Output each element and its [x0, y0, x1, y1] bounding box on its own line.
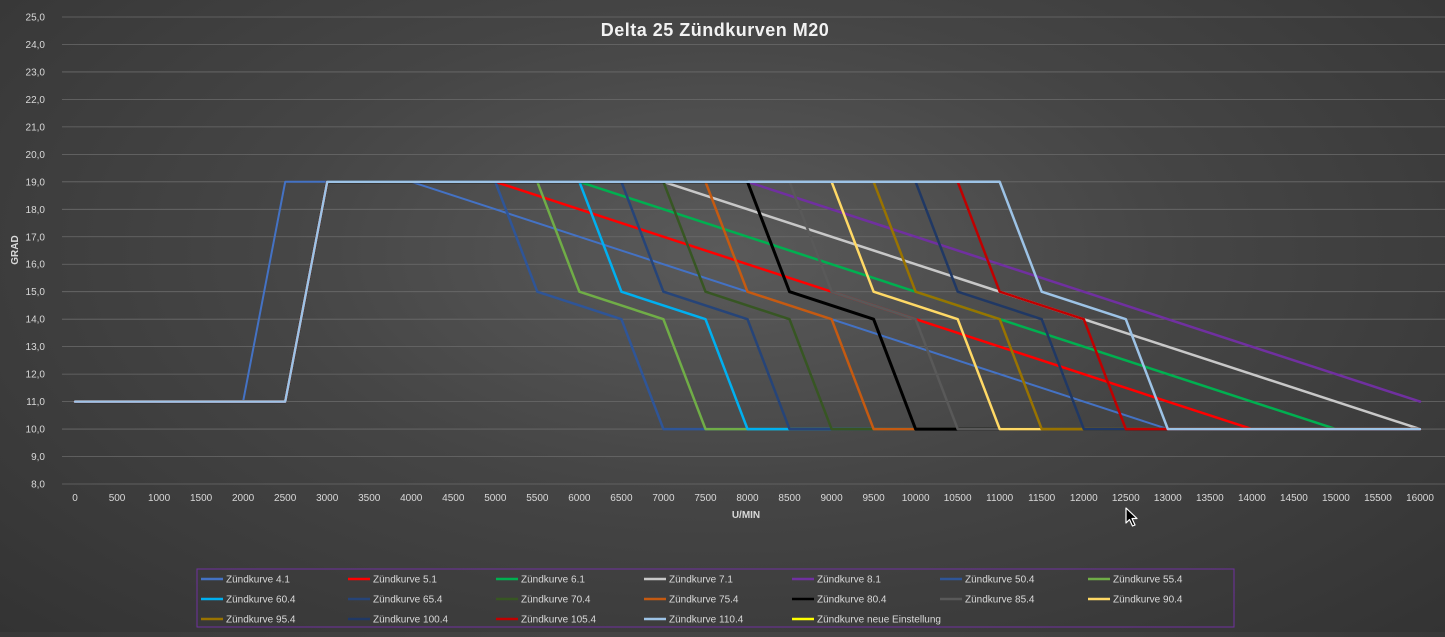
x-tick-label: 5000 — [484, 493, 507, 504]
legend-label: Zündkurve 65.4 — [373, 595, 443, 606]
y-tick-label: 22,0 — [26, 95, 46, 106]
legend-label: Zündkurve 80.4 — [817, 595, 887, 606]
x-tick-label: 10500 — [944, 493, 972, 504]
x-tick-label: 15000 — [1322, 493, 1350, 504]
gridlines — [62, 16, 1445, 485]
x-tick-label: 14500 — [1280, 493, 1308, 504]
x-tick-label: 9500 — [862, 493, 885, 504]
x-tick-label: 3000 — [316, 493, 339, 504]
x-tick-label: 8500 — [778, 493, 801, 504]
x-tick-label: 5500 — [526, 493, 549, 504]
x-tick-label: 12500 — [1112, 493, 1140, 504]
y-tick-label: 24,0 — [26, 40, 46, 51]
y-tick-label: 8,0 — [31, 480, 45, 491]
x-axis-ticks: 0 500 1000 1500 2000 2500 3000 3500 4000 4500 5000… — [72, 493, 1434, 504]
legend-label: Zündkurve 55.4 — [1113, 575, 1183, 586]
y-tick-label: 13,0 — [26, 342, 46, 353]
x-tick-label: 6500 — [610, 493, 633, 504]
x-tick-label: 8000 — [736, 493, 759, 504]
x-tick-label: 14000 — [1238, 493, 1266, 504]
y-tick-label: 15,0 — [26, 287, 46, 298]
x-tick-label: 12000 — [1070, 493, 1098, 504]
legend-box — [196, 568, 1235, 628]
x-axis-title: U/MIN — [732, 510, 760, 521]
legend-label: Zündkurve 50.4 — [965, 575, 1035, 586]
x-tick-label: 13000 — [1154, 493, 1182, 504]
series-line-17 — [73, 180, 1422, 431]
y-axis-ticks: 8,0 9,0 10,0 11,0 12,0 13,0 14,0 15,0 16,0 17,0 18… — [26, 13, 46, 491]
series-lines — [73, 180, 1422, 431]
x-tick-label: 10000 — [902, 493, 930, 504]
x-tick-label: 1500 — [190, 493, 213, 504]
legend-label: Zündkurve 75.4 — [669, 595, 739, 606]
x-tick-label: 9000 — [820, 493, 843, 504]
legend-label: Zündkurve 90.4 — [1113, 595, 1183, 606]
y-tick-label: 17,0 — [26, 232, 46, 243]
y-tick-label: 11,0 — [26, 397, 45, 408]
series-line-9 — [73, 180, 1422, 431]
x-tick-label: 15500 — [1364, 493, 1392, 504]
x-tick-label: 2000 — [232, 493, 255, 504]
y-tick-label: 20,0 — [26, 150, 46, 161]
y-tick-label: 19,0 — [26, 177, 46, 188]
x-tick-label: 3500 — [358, 493, 381, 504]
x-tick-label: 13500 — [1196, 493, 1224, 504]
legend-label: Zündkurve 6.1 — [521, 575, 585, 586]
y-tick-label: 16,0 — [26, 260, 46, 271]
y-tick-label: 12,0 — [26, 370, 46, 381]
legend-label: Zündkurve 60.4 — [226, 595, 296, 606]
x-tick-label: 2500 — [274, 493, 297, 504]
y-axis-title: GRAD — [10, 235, 21, 264]
y-tick-label: 21,0 — [26, 122, 46, 133]
legend-label: Zündkurve 100.4 — [373, 615, 448, 626]
legend-label: Zündkurve 7.1 — [669, 575, 733, 586]
x-tick-label: 7500 — [694, 493, 717, 504]
chart-title: Delta 25 Zündkurven M20 — [601, 20, 830, 40]
x-tick-label: 7000 — [652, 493, 675, 504]
x-tick-label: 0 — [72, 493, 78, 504]
legend-label: Zündkurve 105.4 — [521, 615, 596, 626]
x-tick-label: 4000 — [400, 493, 423, 504]
y-tick-label: 25,0 — [26, 13, 46, 24]
y-tick-label: 23,0 — [26, 67, 46, 78]
legend-label: Zündkurve 110.4 — [669, 615, 744, 626]
x-tick-label: 4500 — [442, 493, 465, 504]
y-tick-label: 18,0 — [26, 205, 46, 216]
x-tick-label: 11500 — [1028, 493, 1056, 504]
legend-label: Zündkurve 70.4 — [521, 595, 591, 606]
legend-label: Zündkurve 4.1 — [226, 575, 290, 586]
pointer-cursor-icon — [1125, 507, 1138, 527]
y-tick-label: 9,0 — [31, 452, 45, 463]
x-tick-label: 500 — [109, 493, 126, 504]
x-tick-label: 1000 — [148, 493, 171, 504]
legend: Zündkurve 4.1 Zündkurve 5.1 Zündkurve 6.1 Z… — [196, 568, 1235, 628]
legend-label: Zündkurve neue Einstellung — [817, 615, 941, 626]
legend-label: Zündkurve 5.1 — [373, 575, 437, 586]
legend-label: Zündkurve 8.1 — [817, 575, 881, 586]
y-tick-label: 10,0 — [26, 425, 46, 436]
x-tick-label: 6000 — [568, 493, 591, 504]
y-tick-label: 14,0 — [26, 315, 46, 326]
x-tick-label: 11000 — [986, 493, 1014, 504]
legend-label: Zündkurve 95.4 — [226, 615, 296, 626]
legend-label: Zündkurve 85.4 — [965, 595, 1035, 606]
x-tick-label: 16000 — [1406, 493, 1434, 504]
